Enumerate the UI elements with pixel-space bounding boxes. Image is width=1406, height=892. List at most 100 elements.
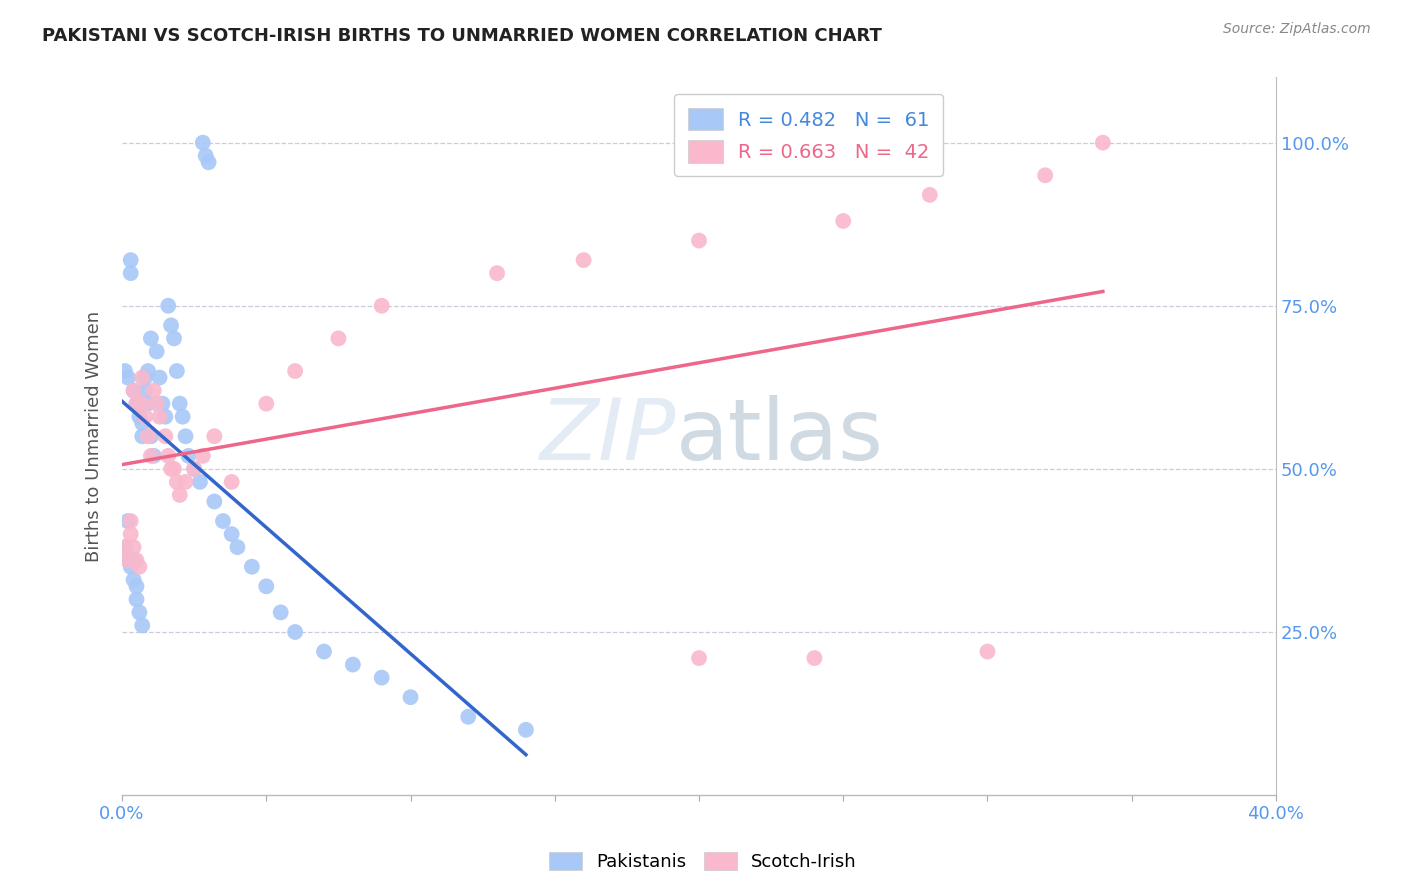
Point [169,488,191,502]
Point [312,644,335,658]
Point [166,364,188,378]
Point [120,266,142,280]
Point [139,449,162,463]
Point [202,429,225,443]
Point [120,514,142,528]
Point [226,540,249,554]
Point [370,671,392,685]
Point [131,397,153,411]
Point [1033,169,1056,183]
Point [163,462,186,476]
Legend: Pakistanis, Scotch-Irish: Pakistanis, Scotch-Irish [541,845,865,879]
Point [457,710,479,724]
Point [114,364,136,378]
Point [197,155,219,169]
Point [221,527,243,541]
Point [157,449,180,463]
Point [191,136,214,150]
Point [120,527,142,541]
Point [515,723,537,737]
Point [131,618,153,632]
Point [131,429,153,443]
Point [125,553,148,567]
Point [134,409,156,424]
Point [114,540,136,554]
Text: Source: ZipAtlas.com: Source: ZipAtlas.com [1223,22,1371,37]
Point [688,234,710,248]
Point [212,514,235,528]
Point [128,409,150,424]
Point [254,579,277,593]
Point [117,553,139,567]
Y-axis label: Births to Unmarried Women: Births to Unmarried Women [86,310,103,562]
Point [145,397,167,411]
Point [918,187,941,202]
Point [155,409,177,424]
Point [370,299,392,313]
Point [122,384,145,398]
Legend: R = 0.482   N =  61, R = 0.663   N =  42: R = 0.482 N = 61, R = 0.663 N = 42 [673,95,943,177]
Point [142,384,165,398]
Point [139,331,162,345]
Point [169,397,191,411]
Text: atlas: atlas [676,395,884,478]
Point [122,384,145,398]
Point [688,651,710,665]
Point [131,370,153,384]
Point [328,331,350,345]
Point [128,559,150,574]
Point [240,559,263,574]
Point [125,579,148,593]
Point [177,449,200,463]
Point [976,644,998,658]
Point [284,624,307,639]
Point [117,370,139,384]
Point [163,331,186,345]
Point [120,253,142,268]
Point [174,429,197,443]
Point [194,149,217,163]
Point [134,384,156,398]
Point [134,370,156,384]
Point [125,397,148,411]
Point [160,462,183,476]
Point [342,657,364,672]
Point [148,409,170,424]
Point [128,606,150,620]
Point [183,462,205,476]
Point [191,449,214,463]
Point [221,475,243,489]
Point [136,364,159,378]
Point [117,553,139,567]
Point [139,429,162,443]
Point [114,540,136,554]
Point [136,397,159,411]
Point [486,266,509,280]
Point [572,253,595,268]
Point [160,318,183,333]
Point [117,514,139,528]
Point [399,690,422,705]
Point [1091,136,1114,150]
Point [166,475,188,489]
Point [832,214,855,228]
Point [128,397,150,411]
Point [122,573,145,587]
Point [145,344,167,359]
Point [136,429,159,443]
Point [174,475,197,489]
Point [152,397,174,411]
Text: ZIP: ZIP [540,395,676,478]
Point [157,299,180,313]
Point [254,397,277,411]
Point [172,409,194,424]
Point [803,651,825,665]
Text: PAKISTANI VS SCOTCH-IRISH BIRTHS TO UNMARRIED WOMEN CORRELATION CHART: PAKISTANI VS SCOTCH-IRISH BIRTHS TO UNMA… [42,27,882,45]
Point [125,397,148,411]
Point [125,592,148,607]
Point [120,559,142,574]
Point [188,475,211,489]
Point [148,370,170,384]
Point [270,606,292,620]
Point [142,449,165,463]
